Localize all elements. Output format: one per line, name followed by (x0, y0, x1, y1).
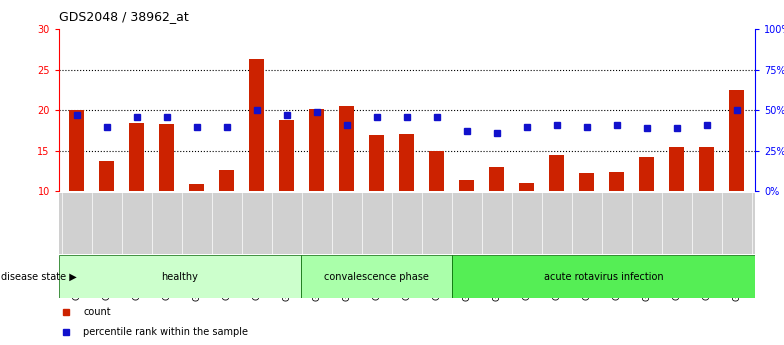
Bar (159, 124, 174, 191)
Bar (609, 172, 624, 191)
Bar (729, 90, 745, 191)
Text: GDS2048 / 38962_at: GDS2048 / 38962_at (59, 10, 188, 23)
Bar (100, 161, 114, 191)
Bar (452, 255, 755, 298)
Bar (129, 122, 144, 191)
Bar (670, 147, 684, 191)
Bar (520, 183, 535, 191)
Bar (640, 157, 655, 191)
Bar (301, 255, 452, 298)
Bar (69, 110, 85, 191)
Bar (279, 120, 294, 191)
Bar (579, 173, 594, 191)
Bar (430, 151, 445, 191)
Bar (459, 180, 474, 191)
Text: disease state ▶: disease state ▶ (1, 272, 77, 282)
Bar (489, 167, 504, 191)
Text: convalescence phase: convalescence phase (325, 272, 429, 282)
Bar (399, 134, 415, 191)
Bar (189, 184, 205, 191)
Bar (249, 59, 264, 191)
Text: count: count (83, 307, 111, 317)
Bar (310, 109, 325, 191)
Bar (220, 170, 234, 191)
Bar (59, 255, 301, 298)
Bar (550, 155, 564, 191)
Text: percentile rank within the sample: percentile rank within the sample (83, 327, 249, 337)
Bar (369, 135, 384, 191)
Text: acute rotavirus infection: acute rotavirus infection (544, 272, 663, 282)
Bar (699, 147, 714, 191)
Text: healthy: healthy (162, 272, 198, 282)
Bar (339, 106, 354, 191)
